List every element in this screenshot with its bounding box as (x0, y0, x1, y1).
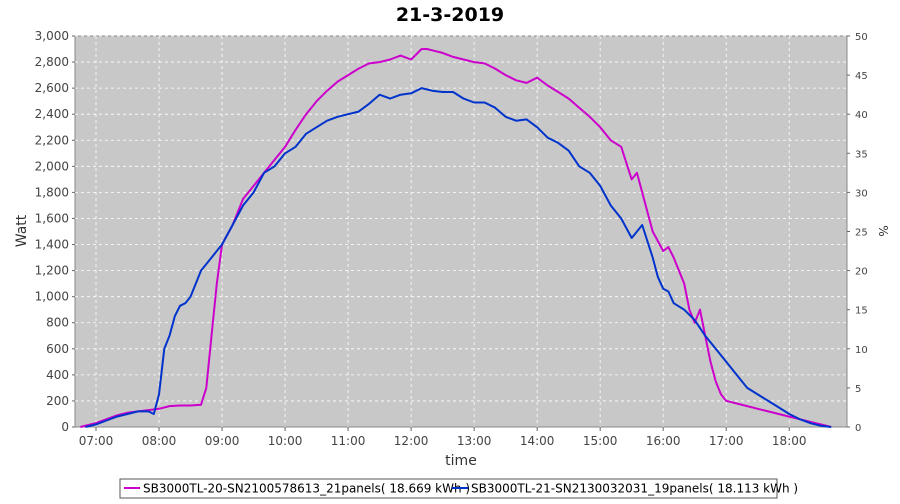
y-tick-label: 600 (46, 342, 69, 356)
legend-label-1: SB3000TL-20-SN2100578613_21panels( 18.66… (143, 482, 470, 496)
x-tick-label: 15:00 (583, 434, 618, 448)
legend: SB3000TL-20-SN2100578613_21panels( 18.66… (119, 478, 798, 499)
y2-axis-label: % (876, 225, 890, 236)
x-axis-label: time (445, 453, 477, 469)
x-tick-label: 13:00 (457, 434, 492, 448)
x-tick-label: 08:00 (142, 434, 177, 448)
y2-tick-label: 45 (855, 71, 868, 82)
plot-area (74, 35, 848, 428)
y-tick-label: 1,800 (35, 185, 69, 199)
x-tick-label: 17:00 (709, 434, 744, 448)
x-tick-label: 14:00 (520, 434, 555, 448)
x-tick-label: 18:00 (772, 434, 807, 448)
x-tick-label: 09:00 (205, 434, 240, 448)
y2-tick-label: 15 (855, 306, 868, 317)
y-tick-label: 2,800 (35, 55, 69, 69)
y2-tick-label: 50 (855, 32, 868, 43)
y-tick-label: 200 (46, 394, 69, 408)
y-axis: 0 200 400 600 800 1,000 1,200 1,400 1,600 1,800 2,… (35, 29, 75, 434)
y-tick-label: 2,200 (35, 133, 69, 147)
x-tick-label: 07:00 (79, 434, 114, 448)
y-tick-label: 3,000 (35, 29, 69, 43)
y2-tick-label: 30 (855, 188, 868, 199)
legend-box (119, 478, 778, 499)
y2-tick-label: 40 (855, 110, 868, 121)
y-tick-label: 800 (46, 316, 69, 330)
y-tick-label: 1,400 (35, 238, 69, 252)
chart-title: 21-3-2019 (396, 4, 504, 26)
y2-tick-label: 0 (855, 423, 861, 434)
y2-tick-label: 25 (855, 228, 868, 239)
x-tick-label: 12:00 (394, 434, 429, 448)
y-axis-label: Watt (14, 214, 30, 247)
y-tick-label: 2,400 (35, 107, 69, 121)
y-tick-label: 1,000 (35, 290, 69, 304)
y-tick-label: 2,600 (35, 81, 69, 95)
x-tick-label: 10:00 (268, 434, 303, 448)
y-tick-label: 0 (61, 420, 69, 434)
series-line-2 (85, 87, 832, 428)
y2-tick-label: 10 (855, 345, 868, 356)
series-line-1 (80, 48, 832, 428)
y2-tick-label: 5 (855, 384, 861, 395)
y-tick-label: 2,000 (35, 159, 69, 173)
y-tick-label: 1,600 (35, 211, 69, 225)
series-lines (80, 48, 832, 428)
y2-axis: 0 5 10 15 20 25 30 35 40 45 50 (847, 32, 868, 434)
legend-label-2: SB3000TL-21-SN2130032031_19panels( 18.11… (471, 482, 798, 496)
x-tick-label: 16:00 (646, 434, 681, 448)
y-tick-label: 1,200 (35, 264, 69, 278)
y-tick-label: 400 (46, 368, 69, 382)
x-tick-label: 11:00 (331, 434, 366, 448)
y2-tick-label: 35 (855, 149, 868, 160)
y2-tick-label: 20 (855, 267, 868, 278)
x-axis: 07:00 08:00 09:00 10:00 11:00 12:00 13:00 14:00… (79, 427, 807, 448)
